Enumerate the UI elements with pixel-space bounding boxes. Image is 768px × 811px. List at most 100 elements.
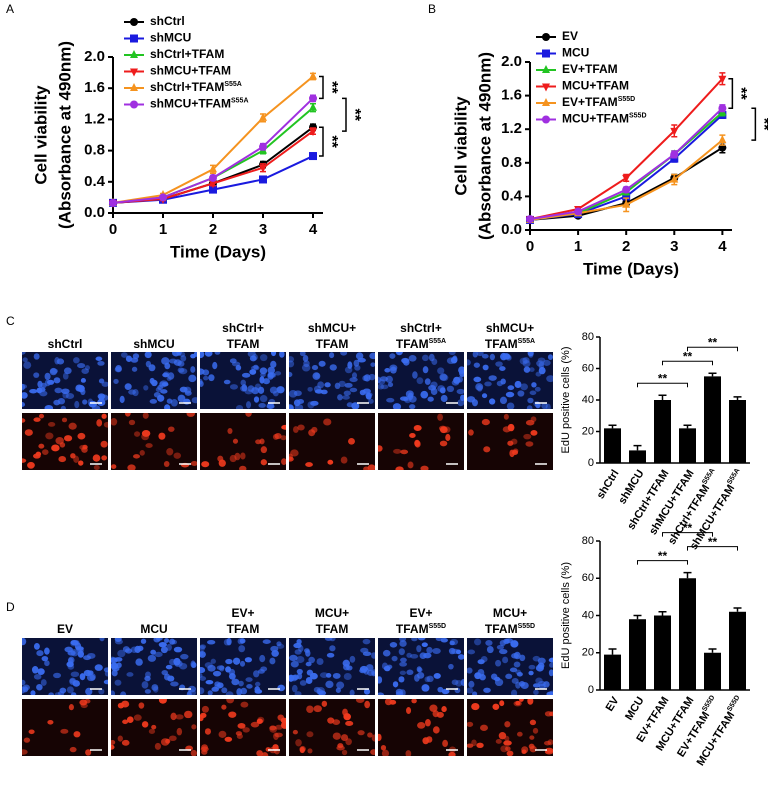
cell-nucleus bbox=[305, 676, 313, 684]
cell-nucleus bbox=[56, 358, 65, 365]
error-bar bbox=[608, 424, 617, 429]
cell-nucleus bbox=[241, 372, 251, 378]
cell-nucleus bbox=[347, 361, 353, 369]
cell-nucleus bbox=[528, 670, 534, 676]
cell-nucleus bbox=[267, 372, 274, 380]
column-label-main: TFAM bbox=[227, 622, 260, 636]
cell-nucleus bbox=[219, 665, 225, 672]
cell-nucleus bbox=[188, 685, 197, 693]
cell-nucleus bbox=[151, 684, 159, 691]
cell-nucleus bbox=[345, 738, 352, 746]
x-tick-label: 0 bbox=[526, 238, 534, 255]
cell-nucleus bbox=[36, 650, 44, 657]
cell-nucleus bbox=[38, 413, 45, 419]
bar bbox=[704, 652, 721, 690]
cell-nucleus bbox=[70, 692, 77, 695]
cell-nucleus bbox=[471, 739, 477, 747]
cell-nucleus bbox=[473, 376, 482, 383]
cell-nucleus bbox=[499, 640, 506, 647]
y-tick-label: 40 bbox=[582, 609, 594, 621]
cell-nucleus bbox=[547, 354, 553, 360]
cell-nucleus bbox=[416, 377, 424, 385]
cell-nucleus bbox=[426, 736, 433, 743]
cell-nucleus bbox=[59, 442, 66, 448]
cell-nucleus bbox=[525, 441, 534, 447]
significance-label: ** bbox=[708, 535, 718, 549]
cell-nucleus bbox=[267, 366, 276, 375]
cell-nucleus bbox=[94, 664, 103, 671]
cell-nucleus bbox=[515, 681, 521, 689]
cell-nucleus bbox=[161, 382, 169, 387]
cell-nucleus bbox=[33, 417, 41, 422]
cell-nucleus bbox=[163, 461, 170, 467]
x-tick-label: 3 bbox=[670, 238, 678, 255]
cell-nucleus bbox=[38, 443, 45, 449]
cell-nucleus bbox=[321, 700, 328, 707]
bar bbox=[729, 611, 746, 690]
marker bbox=[130, 18, 138, 26]
cell-nucleus bbox=[386, 397, 395, 403]
cell-nucleus bbox=[33, 673, 42, 680]
cell-nucleus bbox=[306, 669, 314, 676]
cell-nucleus bbox=[229, 384, 238, 390]
cell-nucleus bbox=[357, 357, 366, 363]
cell-nucleus bbox=[472, 691, 478, 695]
cell-nucleus bbox=[343, 390, 351, 396]
cell-nucleus bbox=[399, 670, 407, 676]
cell-nucleus bbox=[295, 739, 302, 747]
marker bbox=[622, 174, 631, 183]
cell-nucleus bbox=[74, 400, 80, 409]
column-label: EV bbox=[57, 622, 73, 636]
significance-bracket bbox=[637, 382, 688, 388]
significance-label: ** bbox=[346, 108, 363, 121]
cell-nucleus bbox=[349, 377, 358, 383]
cell-nucleus bbox=[160, 389, 168, 394]
cell-nucleus bbox=[363, 688, 371, 695]
cell-nucleus bbox=[289, 360, 295, 368]
cell-nucleus bbox=[353, 359, 360, 367]
cell-nucleus bbox=[33, 353, 40, 360]
x-tick-label: 0 bbox=[109, 221, 117, 238]
cell-nucleus bbox=[53, 672, 62, 679]
cell-nucleus bbox=[139, 449, 145, 456]
cell-nucleus bbox=[407, 461, 414, 469]
cell-nucleus bbox=[546, 375, 553, 383]
cell-nucleus bbox=[425, 719, 431, 727]
cell-nucleus bbox=[341, 749, 348, 756]
cell-nucleus bbox=[120, 352, 128, 358]
column-label: TFAMS55A bbox=[485, 337, 535, 351]
y-tick-label: 1.6 bbox=[501, 87, 522, 104]
cell-nucleus bbox=[73, 357, 80, 364]
marker bbox=[309, 71, 317, 80]
cell-nucleus bbox=[32, 453, 41, 459]
column-label: shMCU bbox=[133, 337, 174, 351]
cell-nucleus bbox=[459, 369, 464, 377]
cell-nucleus bbox=[510, 438, 518, 445]
cell-nucleus bbox=[262, 639, 271, 644]
legend-label-main: MCU+TFAM bbox=[562, 112, 629, 126]
significance-label: ** bbox=[732, 87, 749, 100]
cell-nucleus bbox=[160, 646, 168, 654]
cell-nucleus bbox=[269, 725, 278, 733]
cell-nucleus bbox=[523, 433, 532, 440]
cell-nucleus bbox=[500, 745, 509, 753]
x-tick-label: EV bbox=[604, 694, 622, 713]
cell-nucleus bbox=[158, 642, 167, 648]
cell-nucleus bbox=[272, 390, 279, 397]
column-label: shCtrl+ bbox=[400, 321, 442, 335]
cell-nucleus bbox=[272, 433, 279, 440]
cell-nucleus bbox=[332, 719, 341, 725]
cell-nucleus bbox=[381, 749, 390, 756]
cell-nucleus bbox=[60, 728, 69, 734]
cell-nucleus bbox=[260, 459, 268, 466]
cell-nucleus bbox=[455, 680, 463, 687]
cell-nucleus bbox=[495, 739, 502, 744]
micrograph-cells bbox=[22, 352, 108, 409]
bar bbox=[604, 428, 621, 463]
cell-nucleus bbox=[37, 668, 45, 676]
cell-nucleus bbox=[180, 653, 189, 660]
cell-nucleus bbox=[305, 462, 313, 467]
cell-nucleus bbox=[516, 671, 523, 677]
cell-nucleus bbox=[532, 727, 539, 734]
cell-nucleus bbox=[228, 668, 236, 676]
